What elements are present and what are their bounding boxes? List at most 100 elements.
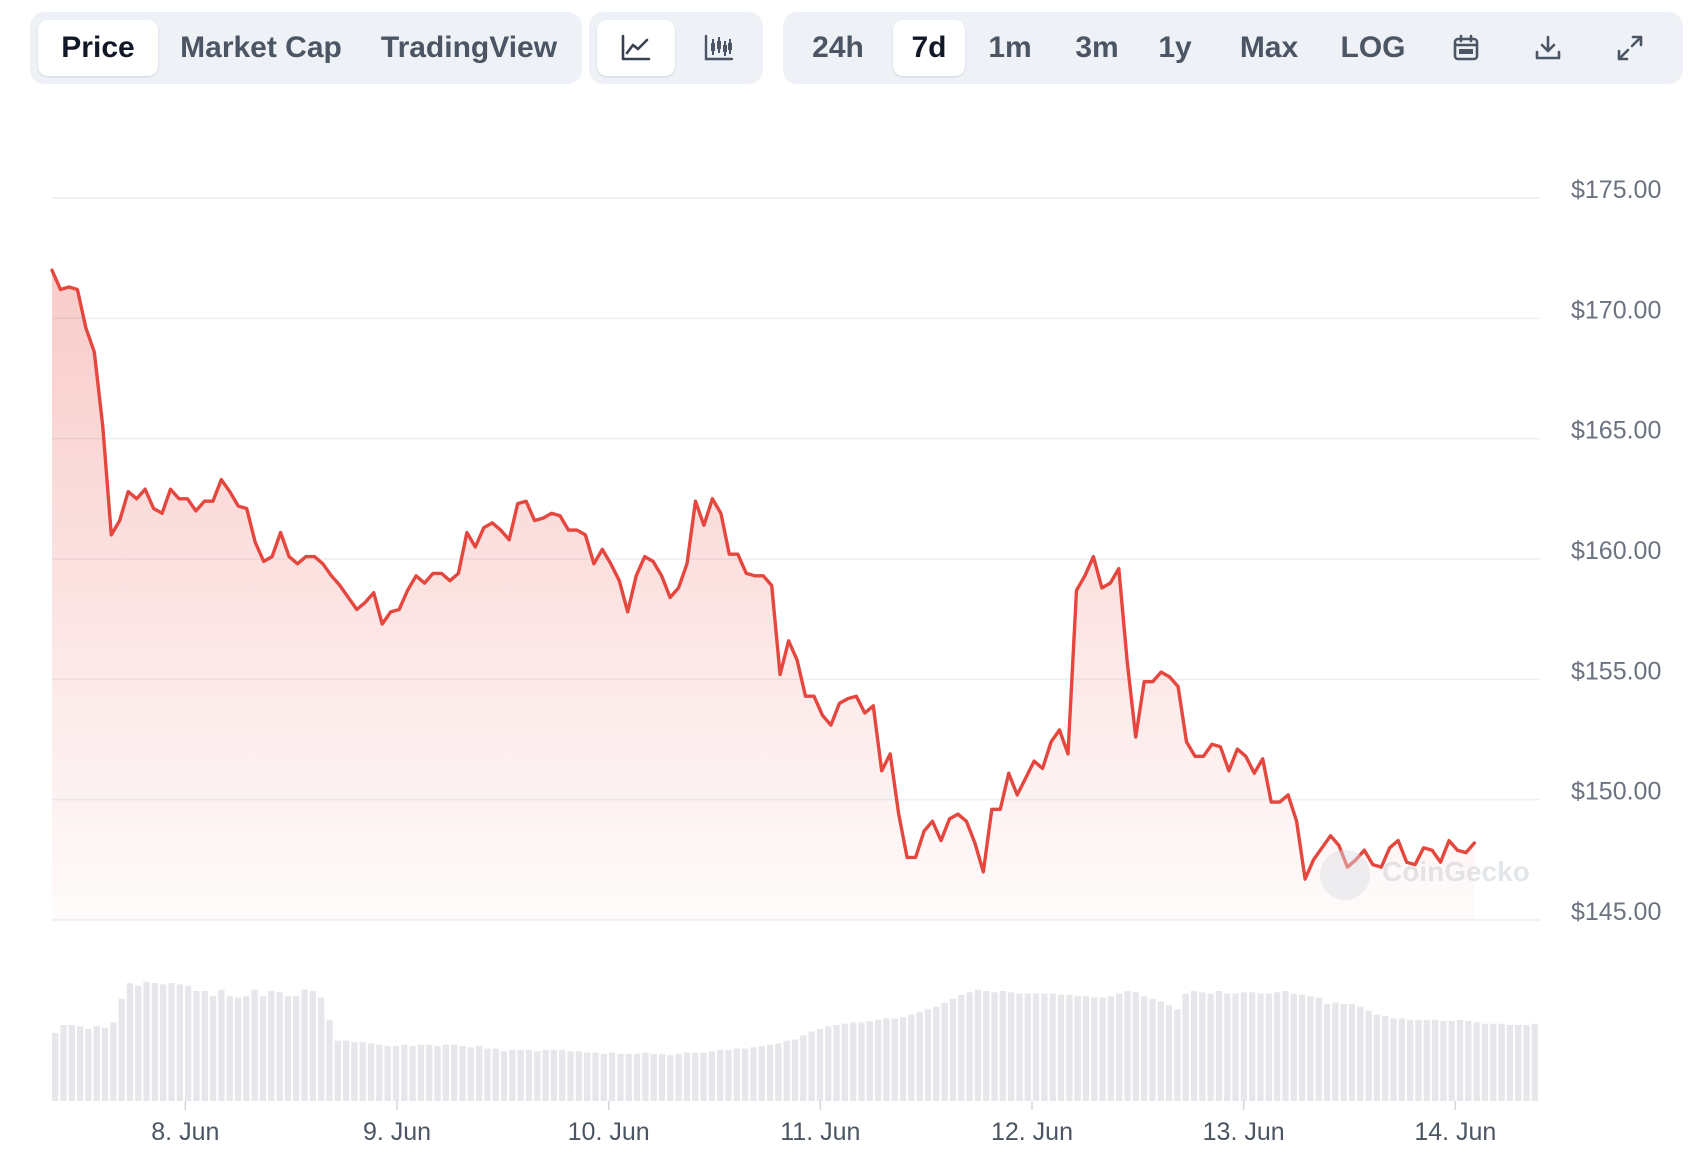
volume-bar bbox=[318, 997, 325, 1101]
volume-bar bbox=[384, 1045, 391, 1101]
tab-tradingview[interactable]: TradingView bbox=[380, 31, 558, 64]
volume-bar bbox=[226, 996, 233, 1101]
volume-bar bbox=[1282, 990, 1289, 1101]
download-button[interactable] bbox=[1517, 20, 1579, 76]
volume-bar bbox=[276, 992, 283, 1101]
volume-bar bbox=[110, 1022, 117, 1101]
volume-bar bbox=[1240, 992, 1248, 1101]
volume-bar bbox=[841, 1023, 849, 1101]
volume-bar bbox=[692, 1052, 699, 1101]
volume-bar bbox=[559, 1049, 566, 1101]
volume-bar bbox=[326, 1019, 333, 1101]
volume-bar bbox=[1290, 993, 1297, 1101]
volume-bar bbox=[193, 990, 200, 1101]
volume-bar bbox=[1456, 1019, 1464, 1101]
volume-bar bbox=[775, 1043, 782, 1101]
volume-bar bbox=[1365, 1010, 1372, 1101]
volume-bar bbox=[392, 1045, 400, 1101]
coingecko-watermark: CoinGecko bbox=[1320, 848, 1540, 904]
volume-bar bbox=[1057, 994, 1065, 1101]
volume-bar bbox=[1041, 993, 1048, 1101]
volume-bar bbox=[509, 1049, 516, 1101]
y-tick-label: $170.00 bbox=[1571, 296, 1661, 324]
volume-bar bbox=[733, 1048, 740, 1101]
volume-bar bbox=[93, 1026, 100, 1101]
candlestick-button[interactable] bbox=[681, 20, 757, 76]
volume-bar bbox=[983, 990, 990, 1101]
fullscreen-button[interactable] bbox=[1599, 20, 1661, 76]
volume-bar bbox=[126, 983, 134, 1101]
calendar-button[interactable] bbox=[1435, 20, 1497, 76]
volume-bar bbox=[1157, 1001, 1164, 1101]
volume-bar bbox=[534, 1051, 541, 1101]
volume-bar bbox=[766, 1044, 774, 1101]
volume-bar bbox=[958, 994, 965, 1101]
volume-bar bbox=[1382, 1015, 1389, 1101]
volume-bar bbox=[259, 996, 267, 1101]
x-axis-labels: 8. Jun 9. Jun 10. Jun 11. Jun 12. Jun 13. Jun… bbox=[151, 1101, 1496, 1146]
time-range-controls: 24h 7d 1m 3m 1y Max LOG bbox=[783, 12, 1683, 84]
volume-bar bbox=[500, 1051, 508, 1101]
volume-bar bbox=[1116, 993, 1123, 1101]
volume-bar bbox=[201, 990, 208, 1101]
volume-bar bbox=[1340, 1004, 1347, 1101]
volume-bar bbox=[1016, 993, 1023, 1101]
log-scale-toggle[interactable]: LOG bbox=[1340, 31, 1406, 64]
volume-bar bbox=[442, 1044, 450, 1101]
volume-bar bbox=[1506, 1025, 1514, 1101]
line-chart-button[interactable] bbox=[597, 20, 675, 76]
volume-bar bbox=[234, 997, 242, 1101]
x-tick-label: 12. Jun bbox=[991, 1118, 1073, 1146]
volume-bar bbox=[1124, 990, 1131, 1101]
volume-bar bbox=[924, 1009, 932, 1101]
volume-bar bbox=[467, 1047, 474, 1101]
volume-bar bbox=[143, 981, 150, 1101]
volume-bar bbox=[1348, 1004, 1356, 1101]
tab-market-cap[interactable]: Market Cap bbox=[180, 31, 342, 64]
volume-bar bbox=[60, 1025, 67, 1101]
range-7d[interactable]: 7d bbox=[893, 20, 965, 76]
range-1y[interactable]: 1y bbox=[1158, 31, 1192, 64]
volume-bar bbox=[891, 1018, 898, 1101]
volume-bar bbox=[376, 1044, 383, 1101]
range-1m[interactable]: 1m bbox=[988, 31, 1032, 64]
volume-bar bbox=[434, 1045, 441, 1101]
volume-bar bbox=[750, 1047, 757, 1101]
volume-bar bbox=[1190, 990, 1198, 1101]
volume-bar bbox=[550, 1049, 558, 1101]
volume-bar bbox=[243, 996, 250, 1101]
volume-bar bbox=[1074, 996, 1081, 1101]
volume-bar bbox=[176, 984, 183, 1101]
volume-bar bbox=[293, 996, 300, 1101]
watermark-text: CoinGecko bbox=[1382, 856, 1530, 887]
volume-bar bbox=[1531, 1023, 1538, 1101]
tab-price[interactable]: Price bbox=[38, 20, 158, 76]
volume-bar bbox=[1332, 1002, 1339, 1101]
volume-bar bbox=[85, 1028, 92, 1101]
volume-bar bbox=[451, 1044, 458, 1101]
y-tick-label: $155.00 bbox=[1571, 657, 1661, 685]
volume-bar bbox=[351, 1042, 358, 1101]
volume-bar bbox=[1473, 1022, 1480, 1101]
volume-bar bbox=[650, 1053, 657, 1101]
volume-bar bbox=[625, 1053, 632, 1101]
volume-bar bbox=[966, 992, 973, 1101]
volume-bar bbox=[617, 1053, 624, 1101]
range-max[interactable]: Max bbox=[1239, 31, 1299, 64]
volume-bar bbox=[1107, 996, 1115, 1101]
x-tick-label: 14. Jun bbox=[1414, 1118, 1496, 1146]
x-tick-label: 10. Jun bbox=[568, 1118, 650, 1146]
volume-bar bbox=[160, 984, 167, 1101]
range-3m[interactable]: 3m bbox=[1075, 31, 1119, 64]
volume-bar bbox=[185, 985, 192, 1101]
volume-bar bbox=[1082, 996, 1090, 1101]
volume-bar bbox=[76, 1026, 84, 1101]
volume-bar bbox=[584, 1052, 591, 1101]
volume-bar bbox=[1199, 992, 1206, 1101]
volume-bar bbox=[1232, 993, 1239, 1101]
data-type-tabs: Price Market Cap TradingView bbox=[30, 12, 582, 84]
volume-bar bbox=[1323, 1004, 1331, 1101]
volume-bar bbox=[991, 992, 998, 1101]
range-24h[interactable]: 24h bbox=[812, 31, 864, 64]
volume-bar bbox=[101, 1027, 109, 1101]
